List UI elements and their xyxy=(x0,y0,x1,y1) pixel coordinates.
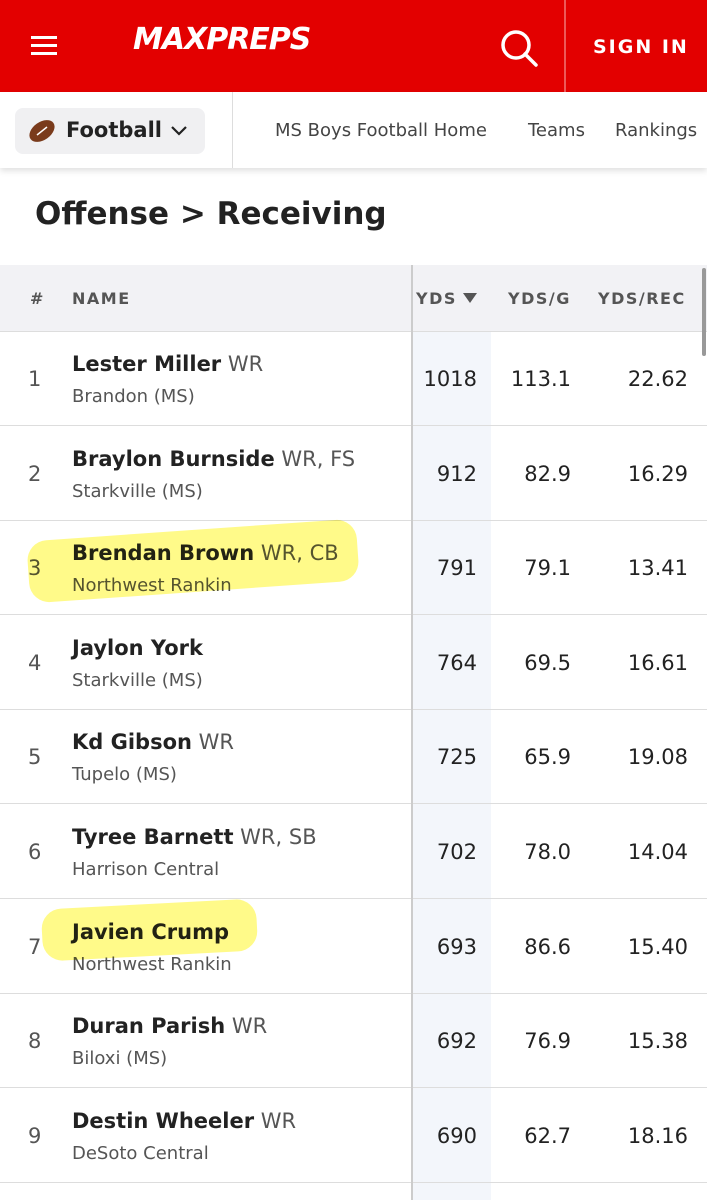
school: Biloxi (MS) xyxy=(72,1048,168,1070)
yds: 764 xyxy=(436,650,477,675)
yds-per-rec: 14.04 xyxy=(627,840,688,864)
yds-per-rec: 16.29 xyxy=(627,461,688,486)
yds: 725 xyxy=(436,745,477,770)
yds-per-game: 82.9 xyxy=(524,461,571,486)
divider xyxy=(232,92,233,168)
yds-per-game: 79.1 xyxy=(524,556,571,581)
yds-per-rec: 13.41 xyxy=(627,556,688,581)
yds-per-rec: 19.08 xyxy=(627,745,688,770)
school: Tupelo (MS) xyxy=(72,764,177,786)
yds-per-rec: 18.16 xyxy=(627,1123,688,1148)
player-line: Kd Gibson WR xyxy=(72,730,234,754)
sorted-column-bg xyxy=(413,331,491,1200)
section-title: Offense > Receiving xyxy=(35,196,387,232)
player-name[interactable]: Destin Wheeler xyxy=(72,1108,255,1133)
position: WR xyxy=(260,1108,297,1133)
yds-per-game: 62.7 xyxy=(524,1123,571,1148)
player-line: Lester Miller WR xyxy=(72,352,263,376)
player-line: Duran Parish WR xyxy=(72,1014,267,1038)
player-name[interactable]: Duran Parish xyxy=(72,1014,226,1039)
yds-per-game: 78.0 xyxy=(524,840,571,864)
column-header[interactable]: NAME xyxy=(72,289,131,308)
yds-per-game: 76.9 xyxy=(524,1029,571,1054)
table-row: 1 Lester Miller WR Brandon (MS) 1018 113.1 22… xyxy=(0,331,707,426)
sort-arrow xyxy=(463,293,477,303)
nav-link[interactable]: Rankings xyxy=(615,120,698,141)
scrollbar xyxy=(702,268,706,356)
yds-per-rec: 15.38 xyxy=(627,1029,688,1054)
table-row: 6 Tyree Barnett WR, SB Harrison Central 702… xyxy=(0,804,707,899)
column-header[interactable]: YDS/G xyxy=(508,289,571,308)
table-row: 2 Braylon Burnside WR, FS Starkville (MS) 9… xyxy=(0,426,707,521)
player-name[interactable]: Braylon Burnside xyxy=(72,446,275,471)
school: Harrison Central xyxy=(72,859,220,880)
rank: 9 xyxy=(28,1123,42,1148)
yds: 693 xyxy=(436,934,477,959)
sticky-divider xyxy=(411,265,413,1200)
yds-per-game: 69.5 xyxy=(524,650,571,675)
player-line: Jaylon York xyxy=(72,636,203,660)
player-name[interactable]: Lester Miller xyxy=(72,352,222,376)
yds-per-rec: 16.61 xyxy=(627,650,688,675)
football-icon xyxy=(29,120,55,142)
rank: 7 xyxy=(28,934,42,959)
table-row: 9 Destin Wheeler WR DeSoto Central 690 62.7 1… xyxy=(0,1088,707,1183)
rank: 1 xyxy=(28,367,42,391)
search-icon[interactable] xyxy=(499,28,539,68)
player-name[interactable]: Kd Gibson xyxy=(72,730,192,755)
school: Northwest Rankin xyxy=(72,953,232,975)
column-header[interactable]: YDS xyxy=(416,289,457,308)
yds-per-game: 86.6 xyxy=(524,934,571,959)
top-bar: MAXPREPS SIGN IN xyxy=(0,0,707,92)
yds-per-game: 65.9 xyxy=(524,745,571,770)
table-row: 4 Jaylon York Starkville (MS) 764 69.5 16.61 xyxy=(0,615,707,710)
yds: 1018 xyxy=(423,367,477,391)
school: DeSoto Central xyxy=(72,1142,209,1164)
divider xyxy=(564,0,566,92)
sport-label: Football xyxy=(66,118,162,142)
rank: 4 xyxy=(28,650,42,675)
player-name[interactable]: Tyree Barnett xyxy=(72,825,234,849)
table-row: 5 Kd Gibson WR Tupelo (MS) 725 65.9 19.08 xyxy=(0,709,707,805)
sign-in-button[interactable]: SIGN IN xyxy=(593,36,689,58)
school: Brandon (MS) xyxy=(72,386,195,407)
position: WR xyxy=(227,352,264,376)
yds-per-rec: 22.62 xyxy=(627,367,688,391)
rank: 6 xyxy=(28,840,42,864)
rank: 5 xyxy=(28,745,42,770)
yds: 692 xyxy=(436,1029,477,1054)
yds: 912 xyxy=(436,461,477,486)
yds-per-rec: 15.40 xyxy=(627,934,688,959)
school: Starkville (MS) xyxy=(72,480,203,502)
column-header[interactable]: YDS/REC xyxy=(598,289,686,308)
sport-selector[interactable]: Football xyxy=(15,108,205,154)
nav-bar: Football MS Boys Football Home Teams Ran… xyxy=(0,92,707,168)
rank: 2 xyxy=(28,461,42,486)
yds: 791 xyxy=(436,556,477,581)
position: WR, SB xyxy=(240,825,317,849)
column-header: # xyxy=(30,289,45,308)
nav-link[interactable]: MS Boys Football Home xyxy=(275,120,487,141)
position: WR, FS xyxy=(281,446,356,471)
menu-icon[interactable] xyxy=(31,34,59,58)
position: WR xyxy=(198,730,235,755)
yds-per-game: 113.1 xyxy=(510,367,571,391)
school: Starkville (MS) xyxy=(72,669,203,691)
rank: 8 xyxy=(28,1029,42,1054)
nav-link[interactable]: Teams xyxy=(528,120,585,141)
player-line: Tyree Barnett WR, SB xyxy=(72,825,317,849)
logo[interactable]: MAXPREPS xyxy=(133,22,311,57)
yds: 702 xyxy=(436,840,477,864)
yds: 690 xyxy=(436,1123,477,1148)
chevron xyxy=(171,126,187,136)
player-name[interactable]: Jaylon York xyxy=(72,635,203,660)
player-line: Destin Wheeler WR xyxy=(72,1109,296,1133)
position: WR xyxy=(231,1014,268,1039)
table-row: 8 Duran Parish WR Biloxi (MS) 692 76.9 15.38 xyxy=(0,993,707,1089)
table-header: # NAME YDS YDS/G YDS/REC xyxy=(0,265,707,332)
player-line: Braylon Burnside WR, FS xyxy=(72,447,355,471)
